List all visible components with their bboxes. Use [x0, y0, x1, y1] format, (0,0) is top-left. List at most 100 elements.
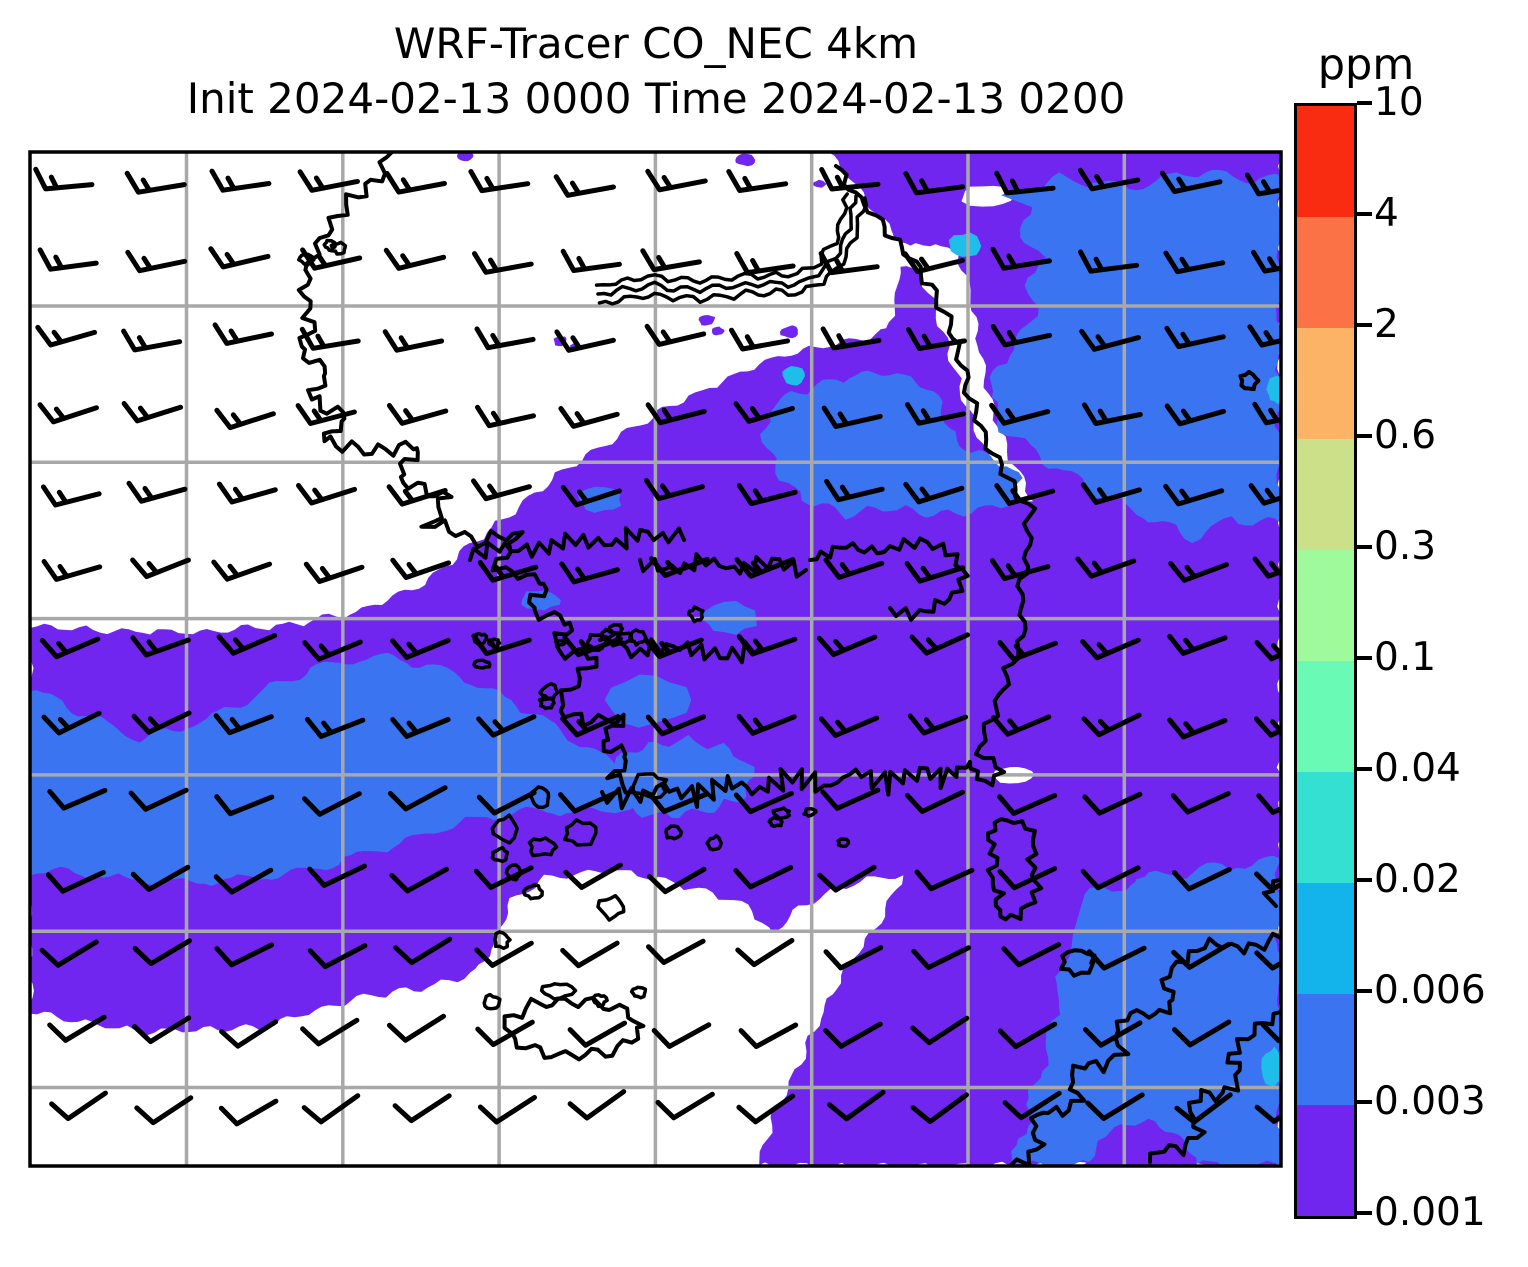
wind-barb [1164, 325, 1226, 350]
wind-barb [132, 1015, 192, 1045]
wind-barb [389, 866, 449, 894]
colorbar-tick-mark [1357, 1211, 1372, 1215]
colorbar-tick-mark [1357, 1100, 1372, 1104]
wind-barb [817, 864, 877, 893]
wind-barb [733, 865, 794, 890]
contour-region-0p003-0p006 [1135, 873, 1186, 900]
colorbar-segment [1297, 106, 1354, 217]
wind-barb [563, 862, 623, 890]
wind-barb [45, 870, 106, 894]
colorbar-tick-label: 0.003 [1374, 1079, 1486, 1124]
wind-barb [212, 322, 274, 346]
colorbar-units-label: ppm [1317, 40, 1415, 90]
wind-barb [911, 945, 972, 970]
wind-barb [914, 867, 975, 892]
coastline-gyeonggi-bay [638, 552, 808, 579]
wind-barb [214, 942, 275, 968]
wind-barb [128, 787, 189, 812]
islet-south-coast [802, 806, 818, 818]
wind-barb [1163, 250, 1226, 275]
wind-barb [824, 478, 885, 503]
wind-barb [474, 940, 534, 968]
islet-southwest-archipelago [490, 845, 510, 864]
wind-barb [226, 1174, 280, 1200]
colorbar-tick-mark [1357, 878, 1372, 882]
wind-barb [132, 1172, 186, 1198]
islet-southwest-archipelago [591, 993, 609, 1009]
contour-dot-0p001-0p003 [813, 179, 827, 188]
islet-southwest-archipelago [596, 893, 626, 922]
wind-barb [218, 1098, 279, 1127]
wind-barb [393, 936, 453, 966]
colorbar-segment [1297, 883, 1354, 994]
colorbar-tick-mark [1357, 767, 1372, 771]
wind-barb [471, 633, 532, 657]
colorbar-tick-label: 0.3 [1374, 524, 1437, 569]
wind-barb [474, 326, 536, 351]
colorbar-segment [1297, 328, 1354, 439]
wind-barb [567, 1020, 628, 1048]
wind-barb [121, 401, 184, 424]
wind-barb [909, 632, 970, 656]
islet-south-coast [705, 834, 723, 852]
islet-gyeonggi [553, 638, 567, 647]
islet-gyeonggi [687, 605, 705, 624]
contour-dot-0p001-0p003 [735, 153, 756, 167]
contour-region-0p006-0p02 [1261, 1046, 1281, 1087]
wind-barb [816, 634, 878, 658]
wind-barb [49, 1090, 108, 1122]
wind-barb [558, 406, 620, 429]
colorbar-tick-label: 0.006 [1374, 968, 1486, 1013]
colorbar-segment [1297, 439, 1354, 550]
wind-barb [736, 1093, 796, 1125]
colorbar-tick-label: 4 [1374, 191, 1399, 236]
colorbar-tick-mark [1357, 212, 1372, 216]
wind-barb [476, 790, 537, 816]
wind-barb [1167, 717, 1228, 740]
wind-barb [659, 1170, 713, 1195]
wind-barb [903, 481, 965, 505]
islet-southwest-archipelago [482, 992, 502, 1011]
colorbar-segment [1297, 772, 1354, 883]
wind-barb [1164, 403, 1226, 427]
wind-barb [300, 1017, 360, 1047]
wind-barb [907, 713, 969, 736]
islet-southwest-archipelago [493, 930, 512, 951]
wind-barbs [33, 166, 1281, 1200]
wind-barb [41, 710, 102, 736]
colorbar-tick-mark [1357, 323, 1372, 327]
wind-barb [213, 713, 274, 736]
contour-region-0p003-0p006 [30, 652, 665, 886]
wind-barb [1254, 950, 1281, 971]
coastline-pohang-bay [968, 752, 1007, 788]
coastline-honshu-edge [1261, 878, 1281, 908]
wind-barb [1079, 328, 1141, 352]
wind-barb [477, 560, 539, 583]
islet-southwest-archipelago [539, 982, 578, 1001]
wind-barb [130, 864, 191, 892]
wind-barb [818, 715, 880, 738]
colorbar-tick-mark [1357, 989, 1372, 993]
wind-barb [1247, 324, 1281, 348]
islet-southwest-archipelago [521, 883, 544, 901]
wind-barb [994, 170, 1056, 196]
wind-barb [307, 863, 367, 888]
wind-barb [209, 168, 272, 193]
wind-barb [640, 248, 702, 273]
wind-barb [997, 793, 1058, 816]
wind-barb [39, 636, 101, 660]
wind-barb [132, 938, 192, 967]
wind-barb [906, 327, 967, 351]
dmz-boundary-line [597, 196, 869, 306]
wind-barb [302, 791, 362, 817]
wind-barb [905, 789, 965, 814]
wind-barb [1085, 1092, 1145, 1121]
wind-barb [1254, 871, 1281, 892]
colorbar [1294, 103, 1357, 1219]
plot-subtitle: Init 2024-02-13 0000 Time 2024-02-13 020… [186, 74, 1126, 124]
wind-barb [124, 170, 187, 195]
dmz-boundary-line [596, 194, 858, 297]
colorbar-segment [1297, 661, 1354, 772]
wind-barb [558, 790, 618, 814]
